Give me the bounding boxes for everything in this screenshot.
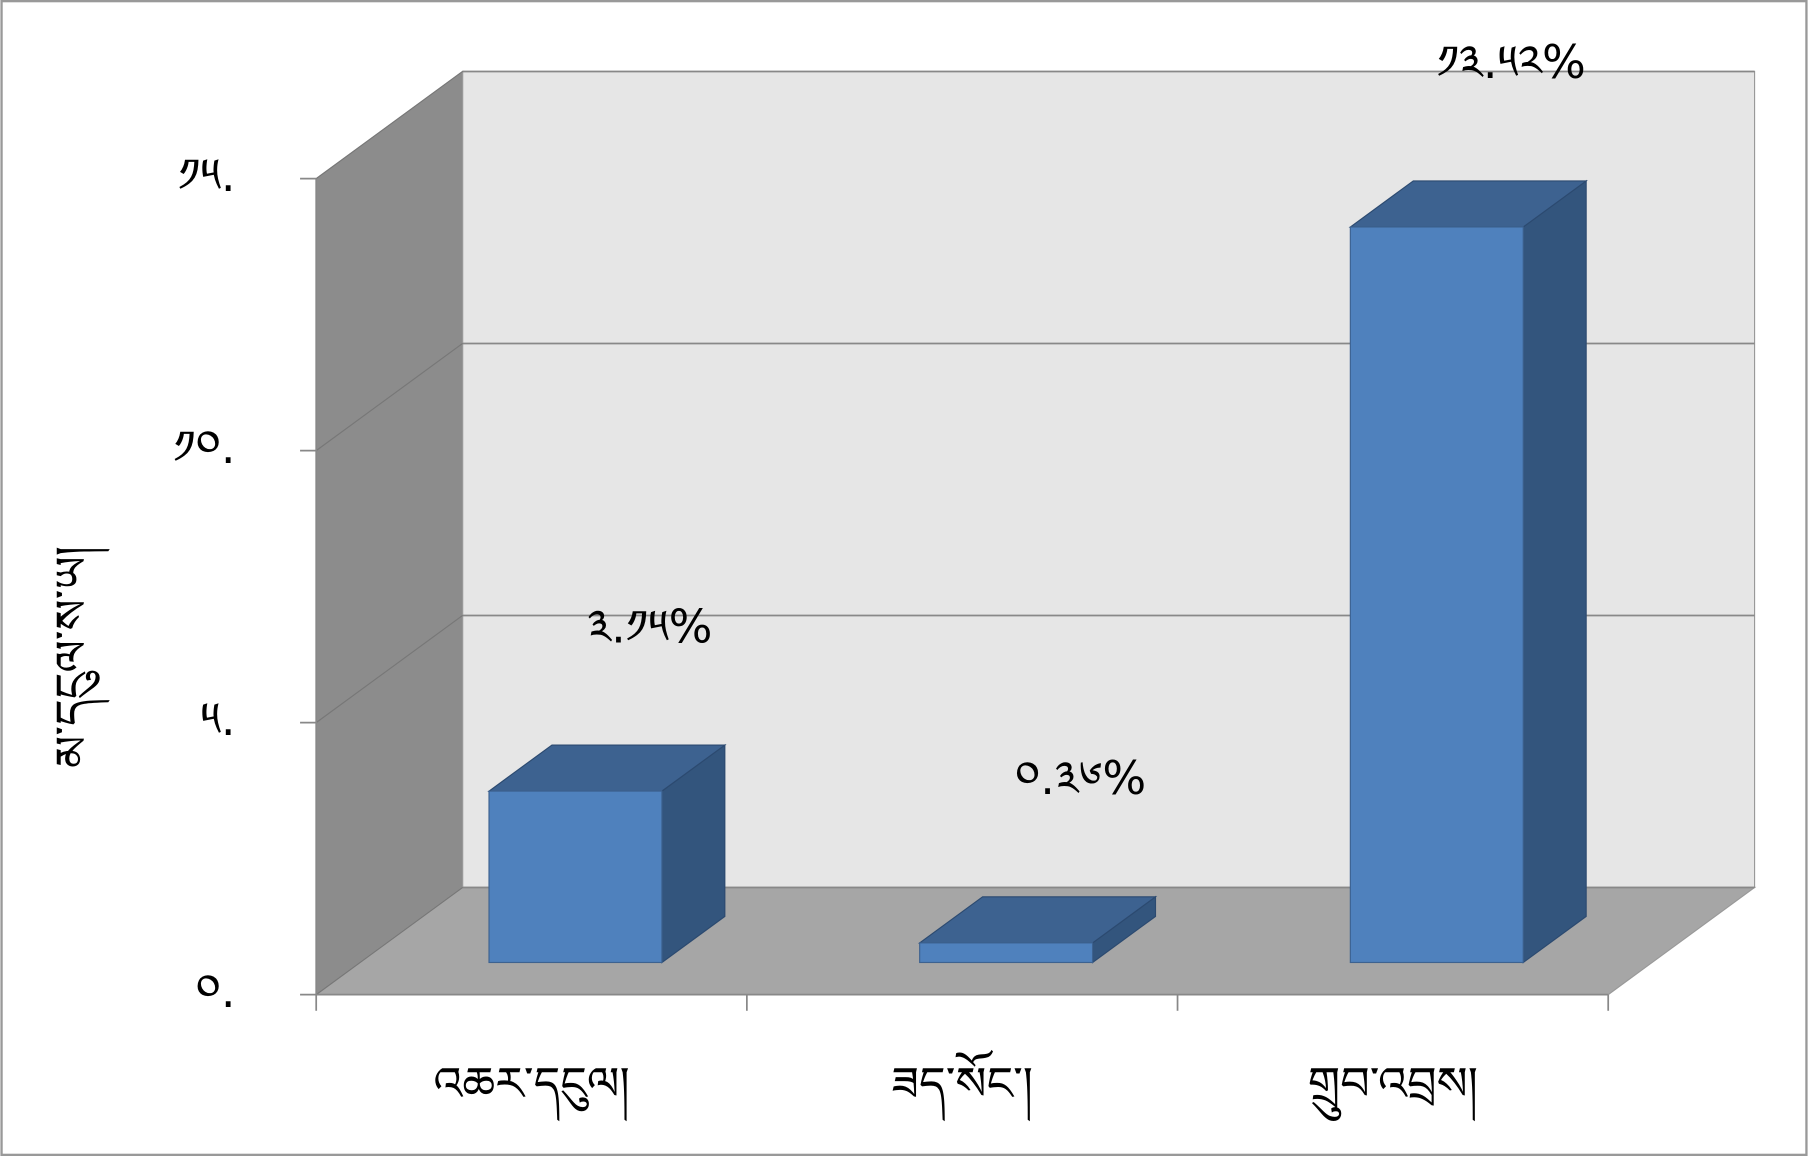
grid-line (315, 70, 463, 180)
y-tick-label: ༡༥. (178, 148, 236, 202)
grid-line (315, 342, 463, 452)
side-wall (315, 70, 464, 996)
bar (919, 942, 1094, 964)
bar (1349, 226, 1524, 964)
y-tick-label: ༥. (200, 692, 235, 746)
data-label: ༣.༡༥% (587, 599, 712, 653)
bar-side (1522, 179, 1587, 964)
bar (488, 790, 663, 964)
y-tick-label: ༡༠. (173, 420, 235, 474)
x-tick-label: ཟད་སོང་། (891, 1049, 1033, 1121)
y-tick-label: ༠. (196, 964, 236, 1018)
grid-line (315, 614, 463, 724)
data-label: ༠.༣༦% (1015, 751, 1146, 805)
grid-line (315, 886, 463, 996)
data-label: ༡༣.༥༢% (1437, 35, 1586, 89)
